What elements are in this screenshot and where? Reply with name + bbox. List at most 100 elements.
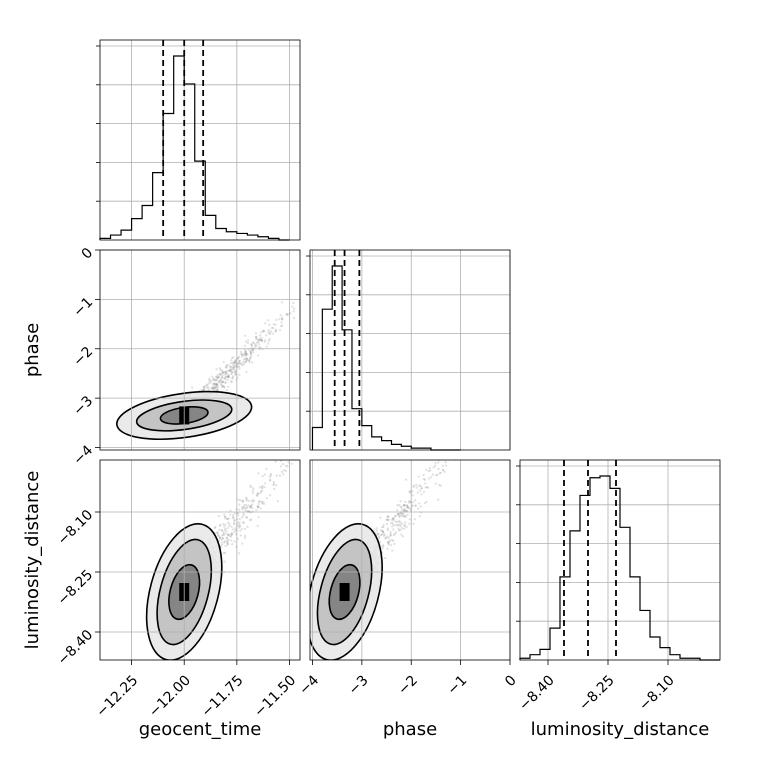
scatter-point <box>427 469 430 473</box>
scatter-point <box>242 512 245 515</box>
scatter-point <box>387 541 390 544</box>
scatter-point <box>231 371 234 374</box>
scatter-point <box>424 482 427 485</box>
scatter-point <box>224 381 227 384</box>
scatter-point <box>245 516 248 519</box>
scatter-point <box>403 527 406 530</box>
scatter-point <box>267 319 270 322</box>
scatter-point <box>223 377 226 380</box>
scatter-point <box>227 521 230 524</box>
scatter-point <box>403 504 406 507</box>
scatter-point <box>417 507 420 510</box>
scatter-point <box>214 384 218 387</box>
scatter-point <box>420 487 423 490</box>
scatter-point <box>218 524 222 527</box>
scatter-point <box>220 369 223 372</box>
scatter-point <box>399 505 402 508</box>
scatter-point <box>373 528 376 531</box>
scatter-point <box>249 519 252 522</box>
scatter-point <box>261 487 264 490</box>
scatter-point <box>278 440 280 442</box>
scatter-point <box>270 326 274 329</box>
scatter-point <box>191 386 194 389</box>
scatter-point <box>275 474 278 477</box>
scatter-point <box>234 373 237 376</box>
scatter-point <box>381 547 384 550</box>
scatter-point <box>400 513 403 516</box>
scatter-point <box>268 337 271 341</box>
scatter-point <box>241 542 244 545</box>
histogram-geocent-time <box>99 55 290 241</box>
scatter-point <box>403 509 406 512</box>
scatter-point <box>260 336 263 339</box>
scatter-point <box>424 486 427 489</box>
xlabel-phase: phase <box>383 719 437 740</box>
scatter-point <box>233 530 236 534</box>
scatter-point <box>237 508 241 511</box>
scatter-point <box>238 367 241 370</box>
scatter-point <box>394 524 397 527</box>
scatter-point <box>435 474 438 477</box>
scatter-point <box>281 324 284 327</box>
scatter-point <box>279 452 281 454</box>
scatter-point <box>244 334 247 337</box>
scatter-point <box>250 486 253 489</box>
scatter-point <box>239 534 242 537</box>
scatter-point <box>262 330 265 333</box>
scatter-point <box>222 551 225 555</box>
scatter-point <box>414 504 417 507</box>
scatter-point <box>243 536 247 540</box>
scatter-point <box>244 352 247 355</box>
scatter-point <box>247 359 251 362</box>
scatter-point <box>215 379 218 382</box>
scatter-point <box>408 518 411 521</box>
scatter-point <box>290 454 292 456</box>
scatter-point <box>436 473 439 476</box>
scatter-point <box>242 506 245 509</box>
scatter-point <box>224 515 227 518</box>
scatter-point <box>227 375 230 378</box>
scatter-point <box>382 532 385 535</box>
scatter-point <box>381 529 384 533</box>
scatter-point <box>280 470 284 474</box>
scatter-point <box>216 376 219 379</box>
scatter-point <box>233 512 236 515</box>
scatter-point <box>232 356 235 359</box>
scatter-point <box>243 507 246 510</box>
scatter-point <box>442 469 445 472</box>
scatter-point <box>396 508 399 512</box>
joint-panel-geocent-time-vs-phase <box>99 249 301 451</box>
scatter-point <box>205 386 208 389</box>
scatter-point <box>254 344 257 348</box>
scatter-point <box>259 507 262 510</box>
scatter-point <box>339 381 341 383</box>
scatter-point <box>226 541 229 544</box>
scatter-point <box>239 525 242 528</box>
scatter-point <box>280 321 283 324</box>
scatter-point <box>238 373 241 376</box>
scatter-point <box>227 364 230 367</box>
scatter-point <box>391 521 394 525</box>
scatter-point <box>434 461 437 465</box>
density-peak-phase-vs-luminosity-distance <box>339 583 350 601</box>
scatter-point <box>305 446 307 448</box>
scatter-point <box>228 369 231 372</box>
scatter-point <box>231 376 234 379</box>
scatter-point <box>368 235 370 237</box>
scatter-point <box>255 344 258 347</box>
scatter-point <box>251 492 255 495</box>
scatter-point <box>221 384 224 388</box>
scatter-point <box>420 493 423 496</box>
scatter-point <box>211 383 214 386</box>
scatter-point <box>284 469 288 473</box>
scatter-point <box>219 373 222 376</box>
scatter-point <box>234 372 237 376</box>
scatter-point <box>406 505 409 508</box>
scatter-point <box>456 443 458 445</box>
scatter-point <box>260 500 263 503</box>
scatter-point <box>313 286 315 288</box>
scatter-point <box>293 443 295 445</box>
scatter-point <box>280 317 284 321</box>
scatter-point <box>292 316 296 320</box>
scatter-point <box>387 515 390 518</box>
